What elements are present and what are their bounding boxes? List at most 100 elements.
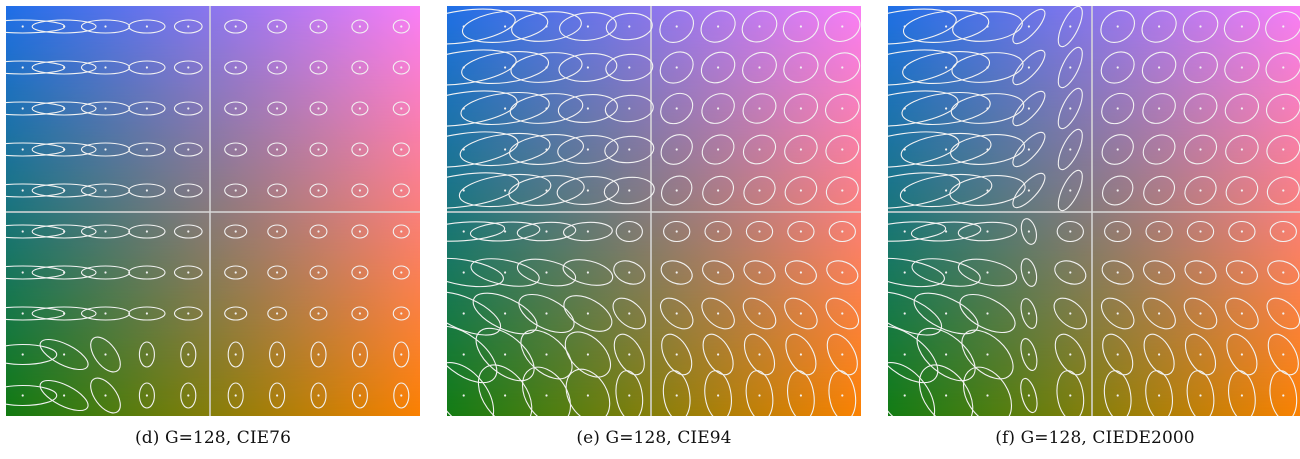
discrimination-ellipse [1100,297,1135,330]
discrimination-ellipse [1054,333,1086,376]
ellipse-chart-f [888,6,1300,416]
ellipse-center-dot [1069,271,1072,274]
discrimination-ellipse [1141,51,1177,84]
ellipse-center-dot [1240,189,1243,192]
discrimination-ellipse [783,52,819,83]
discrimination-ellipse [783,93,819,124]
ellipse-center-dot [717,107,720,110]
ellipse-center-dot [758,25,761,28]
discrimination-ellipse [659,10,695,43]
ellipse-center-dot [63,271,66,274]
ellipse-center-dot [358,25,361,28]
discrimination-ellipse [224,183,248,198]
ellipse-center-dot [400,394,403,397]
discrimination-ellipse [1228,220,1256,243]
ellipse-center-dot [545,25,548,28]
discrimination-ellipse [704,220,732,243]
discrimination-ellipse [173,183,203,198]
ellipse-center-dot [675,189,678,192]
ellipse-center-dot [628,353,631,356]
ellipse-center-dot [104,312,107,315]
ellipse-center-dot [1027,312,1030,315]
discrimination-ellipse [309,183,328,198]
discrimination-ellipse [1267,333,1299,376]
discrimination-ellipse [784,176,818,205]
ellipse-center-dot [628,230,631,233]
discrimination-ellipse [309,306,328,321]
ellipse-center-dot [504,394,507,397]
discrimination-ellipse [80,306,131,321]
ellipse-center-dot [104,148,107,151]
ellipse-center-dot [799,271,802,274]
ellipse-center-dot [717,25,720,28]
discrimination-ellipse [128,306,166,321]
ellipse-center-dot [276,312,279,315]
ellipse-center-dot [1116,66,1119,69]
ellipse-center-dot [903,271,906,274]
ellipse-center-dot [504,271,507,274]
discrimination-ellipse [562,221,613,242]
discrimination-ellipse [562,259,614,286]
discrimination-ellipse [475,327,535,382]
discrimination-ellipse [660,134,693,165]
ellipse-center-dot [841,66,844,69]
ellipse-center-dot [1069,312,1072,315]
ellipse-center-dot [1199,394,1202,397]
discrimination-ellipse [392,101,410,116]
discrimination-ellipse [1057,46,1083,89]
discrimination-ellipse [269,341,286,368]
discrimination-ellipse [902,51,991,84]
ellipse-center-dot [63,25,66,28]
ellipse-center-dot [1199,271,1202,274]
discrimination-ellipse [1226,333,1258,376]
ellipse-center-dot [799,107,802,110]
discrimination-ellipse [128,183,166,198]
discrimination-ellipse [309,224,328,239]
ellipse-center-dot [1282,230,1285,233]
ellipse-center-dot [586,353,589,356]
discrimination-ellipse [31,265,97,280]
ellipse-center-dot [187,353,190,356]
discrimination-ellipse [1183,93,1218,124]
discrimination-ellipse [785,333,817,376]
discrimination-ellipse [224,224,248,239]
ellipse-center-dot [628,271,631,274]
discrimination-ellipse [1145,370,1173,416]
ellipse-center-dot [462,189,465,192]
discrimination-ellipse [782,10,819,43]
discrimination-ellipse [1056,370,1085,416]
ellipse-center-dot [1199,312,1202,315]
ellipse-center-dot [104,353,107,356]
discrimination-ellipse [742,51,777,84]
ellipse-center-dot [400,148,403,151]
ellipse-plot-e [447,6,861,416]
ellipse-center-dot [104,394,107,397]
discrimination-ellipse [888,8,957,45]
discrimination-ellipse [472,292,538,335]
discrimination-ellipse [1020,258,1038,287]
ellipse-center-dot [104,66,107,69]
discrimination-ellipse [267,19,287,34]
discrimination-ellipse [660,260,693,285]
ellipse-center-dot [1069,148,1072,151]
discrimination-ellipse [1223,10,1260,43]
discrimination-ellipse [227,341,244,368]
discrimination-ellipse [1183,51,1218,84]
discrimination-ellipse [957,258,1018,287]
discrimination-ellipse [447,49,517,86]
ellipse-center-dot [400,353,403,356]
discrimination-ellipse [128,19,166,34]
ellipse-center-dot [945,107,948,110]
discrimination-ellipse [563,295,613,332]
discrimination-ellipse [888,221,947,242]
discrimination-ellipse [911,258,981,287]
ellipse-center-dot [1116,230,1119,233]
ellipse-center-dot [504,189,507,192]
ellipse-center-dot [758,189,761,192]
discrimination-ellipse [1184,260,1217,285]
discrimination-ellipse [949,175,1026,206]
ellipse-center-dot [462,271,465,274]
ellipse-center-dot [462,312,465,315]
ellipse-center-dot [1240,312,1243,315]
ellipse-center-dot [799,189,802,192]
